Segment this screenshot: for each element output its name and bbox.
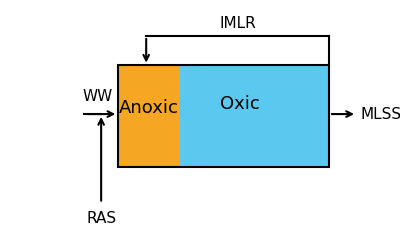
Bar xyxy=(118,65,180,167)
Bar xyxy=(180,65,329,167)
Text: Anoxic: Anoxic xyxy=(119,99,179,117)
Text: Oxic: Oxic xyxy=(220,95,260,113)
Text: RAS: RAS xyxy=(86,211,116,226)
Bar xyxy=(118,65,329,167)
Text: MLSS: MLSS xyxy=(360,107,400,122)
Text: WW: WW xyxy=(82,89,113,104)
Text: IMLR: IMLR xyxy=(219,16,256,32)
